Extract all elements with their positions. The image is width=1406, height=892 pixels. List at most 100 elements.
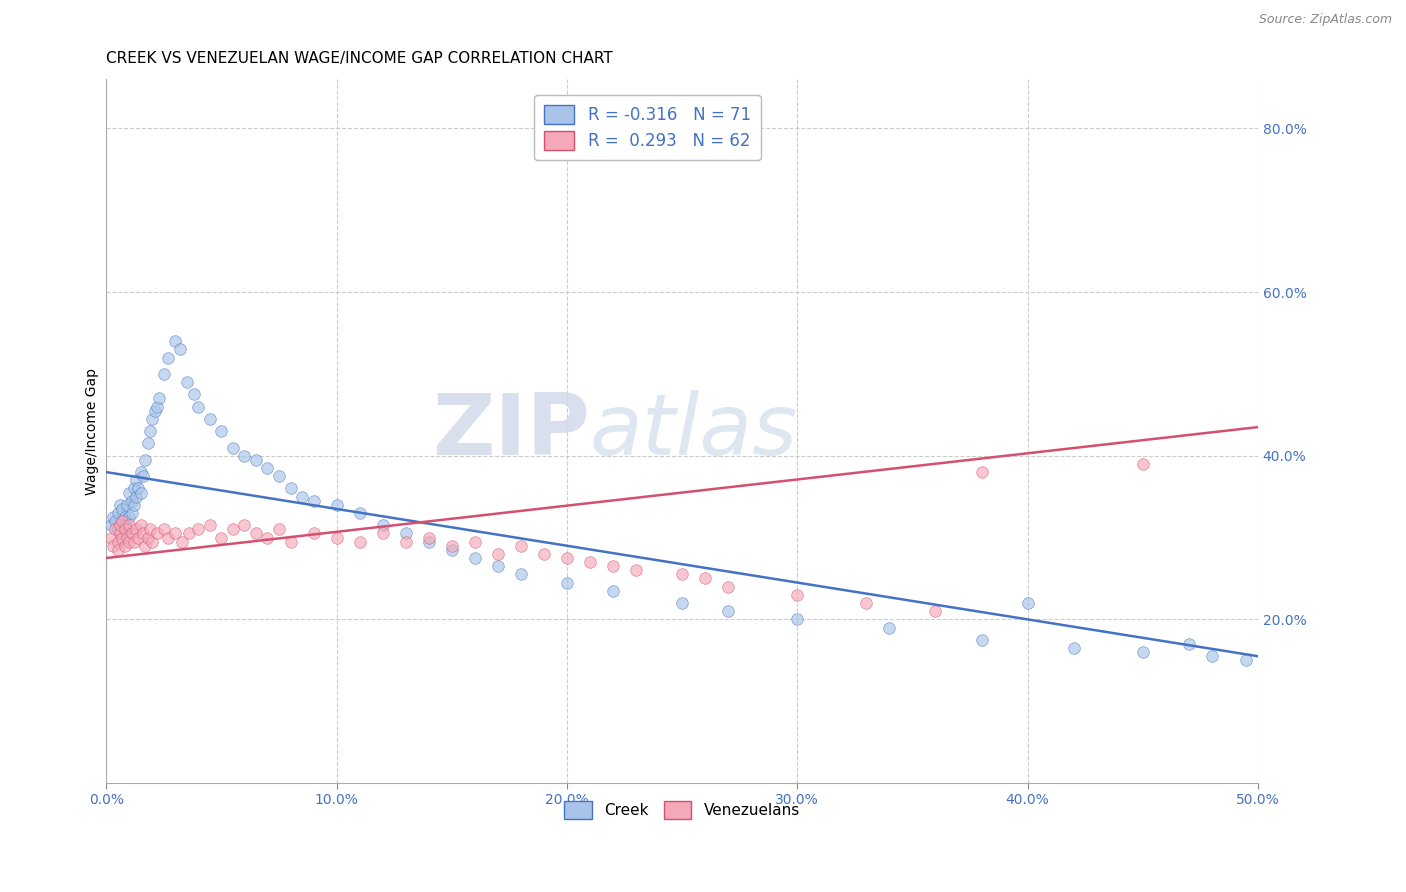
Point [108, 526, 131, 541]
Text: atlas: atlas [591, 390, 799, 473]
Point [418, 531, 440, 545]
Point [671, 596, 693, 610]
Point [924, 604, 946, 618]
Point [671, 567, 693, 582]
Point [1017, 596, 1039, 610]
Point [245, 453, 267, 467]
Point [222, 522, 245, 536]
Point [111, 514, 134, 528]
Point [107, 522, 129, 536]
Point [165, 334, 187, 348]
Point [280, 482, 302, 496]
Point [533, 547, 555, 561]
Point [127, 482, 149, 496]
Point [104, 514, 127, 528]
Point [157, 531, 180, 545]
Point [349, 506, 371, 520]
Point [209, 424, 232, 438]
Text: ZIP: ZIP [432, 390, 591, 473]
Point [104, 522, 127, 536]
Point [1201, 649, 1223, 664]
Point [111, 514, 134, 528]
Point [970, 465, 993, 479]
Point [125, 473, 148, 487]
Point [141, 534, 163, 549]
Point [786, 612, 808, 626]
Point [115, 498, 138, 512]
Point [136, 531, 159, 545]
Point [111, 502, 134, 516]
Point [129, 485, 152, 500]
Point [107, 534, 129, 549]
Point [418, 534, 440, 549]
Point [233, 518, 256, 533]
Point [371, 526, 394, 541]
Point [879, 621, 901, 635]
Point [118, 510, 141, 524]
Point [153, 367, 176, 381]
Point [118, 518, 141, 533]
Point [245, 526, 267, 541]
Point [114, 539, 136, 553]
Point [141, 412, 163, 426]
Point [786, 588, 808, 602]
Point [395, 534, 418, 549]
Point [280, 534, 302, 549]
Point [325, 498, 347, 512]
Point [555, 575, 578, 590]
Point [198, 412, 221, 426]
Point [464, 534, 486, 549]
Legend: Creek, Venezuelans: Creek, Venezuelans [558, 795, 806, 825]
Point [132, 526, 155, 541]
Point [114, 518, 136, 533]
Point [127, 531, 149, 545]
Point [855, 596, 877, 610]
Point [970, 632, 993, 647]
Point [153, 522, 176, 536]
Point [118, 485, 141, 500]
Point [256, 461, 278, 475]
Point [107, 542, 129, 557]
Point [209, 531, 232, 545]
Point [233, 449, 256, 463]
Point [136, 436, 159, 450]
Point [114, 522, 136, 536]
Point [139, 424, 162, 438]
Point [717, 580, 740, 594]
Point [555, 551, 578, 566]
Point [486, 547, 509, 561]
Point [108, 518, 131, 533]
Point [187, 522, 209, 536]
Point [118, 534, 141, 549]
Point [187, 400, 209, 414]
Point [1234, 653, 1257, 667]
Point [624, 563, 647, 577]
Point [486, 559, 509, 574]
Point [602, 583, 624, 598]
Point [509, 567, 531, 582]
Point [198, 518, 221, 533]
Point [122, 498, 145, 512]
Y-axis label: Wage/Income Gap: Wage/Income Gap [86, 368, 100, 495]
Point [179, 526, 201, 541]
Text: CREEK VS VENEZUELAN WAGE/INCOME GAP CORRELATION CHART: CREEK VS VENEZUELAN WAGE/INCOME GAP CORR… [107, 51, 613, 66]
Text: Source: ZipAtlas.com: Source: ZipAtlas.com [1258, 13, 1392, 27]
Point [176, 375, 198, 389]
Point [111, 531, 134, 545]
Point [1063, 640, 1085, 655]
Point [107, 506, 129, 520]
Point [302, 526, 325, 541]
Point [1132, 457, 1154, 471]
Point [121, 493, 143, 508]
Point [464, 551, 486, 566]
Point [1178, 637, 1201, 651]
Point [108, 526, 131, 541]
Point [114, 510, 136, 524]
Point [267, 522, 290, 536]
Point [122, 534, 145, 549]
Point [122, 482, 145, 496]
Point [440, 539, 463, 553]
Point [125, 522, 148, 536]
Point [125, 490, 148, 504]
Point [115, 522, 138, 536]
